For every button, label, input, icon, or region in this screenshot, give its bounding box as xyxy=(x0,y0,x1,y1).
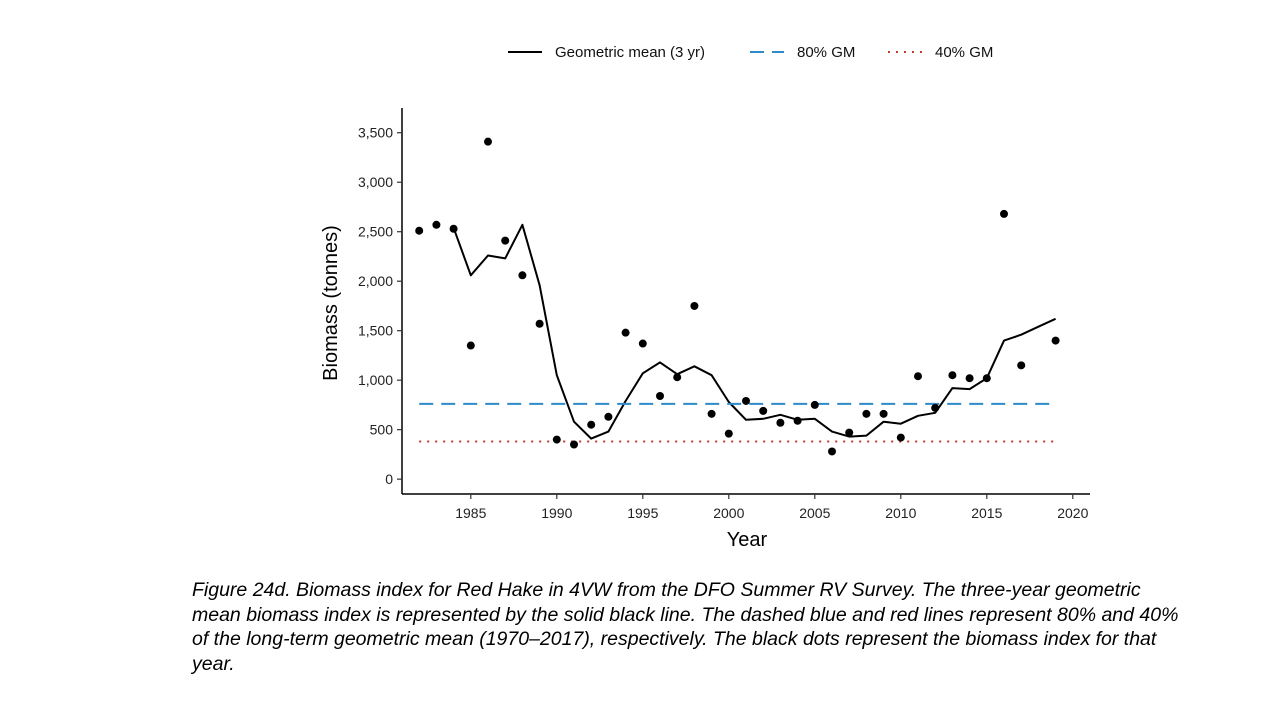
data-point xyxy=(518,271,527,280)
legend: Geometric mean (3 yr) 80% GM 40% GM xyxy=(508,44,993,61)
x-tick-label: 1995 xyxy=(627,505,658,521)
data-point xyxy=(707,409,716,418)
data-point xyxy=(501,236,510,245)
data-point xyxy=(759,406,768,415)
biomass-chart: Geometric mean (3 yr) 80% GM 40% GM 0 500 1,… xyxy=(320,44,1090,551)
data-point xyxy=(466,341,475,350)
data-point xyxy=(552,435,561,444)
x-tick-label: 1990 xyxy=(541,505,572,521)
data-point xyxy=(896,433,905,442)
axes: 0 500 1,000 1,500 2,000 2,500 3,000 3,500 1985 19… xyxy=(358,108,1090,521)
data-point xyxy=(415,226,424,235)
y-tick-label: 3,500 xyxy=(358,125,393,141)
data-point xyxy=(1000,209,1008,218)
data-point xyxy=(931,403,940,412)
data-point xyxy=(948,371,957,380)
geometric-mean-3-yr-line xyxy=(452,223,1057,440)
y-tick-label: 0 xyxy=(385,471,393,487)
data-point xyxy=(828,447,836,456)
x-tick-label: 2015 xyxy=(971,505,1002,521)
data-point xyxy=(570,440,578,449)
data-point xyxy=(656,392,664,401)
x-tick-label: 2005 xyxy=(799,505,830,521)
legend-label: Geometric mean (3 yr) xyxy=(555,44,705,61)
y-tick-label: 2,000 xyxy=(358,273,393,289)
y-tick-label: 1,500 xyxy=(358,323,393,339)
x-tick-label: 2020 xyxy=(1057,505,1088,521)
data-point xyxy=(914,372,922,381)
x-tick-label: 2000 xyxy=(713,505,744,521)
data-point xyxy=(742,396,750,405)
data-point xyxy=(982,374,991,383)
x-axis-title: Year xyxy=(727,529,768,551)
figure-caption: Figure 24d. Biomass index for Red Hake i… xyxy=(192,579,1179,675)
data-point xyxy=(484,137,492,146)
data-point xyxy=(690,301,699,310)
data-point xyxy=(810,400,819,409)
data-point xyxy=(1017,361,1026,370)
data-point xyxy=(776,418,785,427)
data-point xyxy=(793,416,802,425)
y-axis-title: Biomass (tonnes) xyxy=(320,225,342,381)
data-point xyxy=(724,429,733,438)
legend-label: 80% GM xyxy=(797,44,855,61)
data-point xyxy=(638,339,647,348)
y-tick-label: 3,000 xyxy=(358,174,393,190)
y-tick-label: 500 xyxy=(370,422,394,438)
data-point xyxy=(604,412,613,421)
data-point xyxy=(432,220,441,229)
data-point xyxy=(621,328,630,337)
data-point xyxy=(965,374,974,383)
data-point xyxy=(1051,336,1060,345)
plot-area xyxy=(415,137,1060,456)
data-point xyxy=(449,224,458,233)
data-point xyxy=(879,409,888,418)
y-tick-label: 2,500 xyxy=(358,224,393,240)
data-point xyxy=(673,373,682,382)
data-point xyxy=(845,428,854,437)
data-point xyxy=(587,420,596,429)
data-point xyxy=(862,409,871,418)
x-tick-label: 1985 xyxy=(455,505,486,521)
legend-label: 40% GM xyxy=(935,44,993,61)
data-point xyxy=(535,319,544,328)
y-tick-label: 1,000 xyxy=(358,372,393,388)
x-tick-label: 2010 xyxy=(885,505,916,521)
